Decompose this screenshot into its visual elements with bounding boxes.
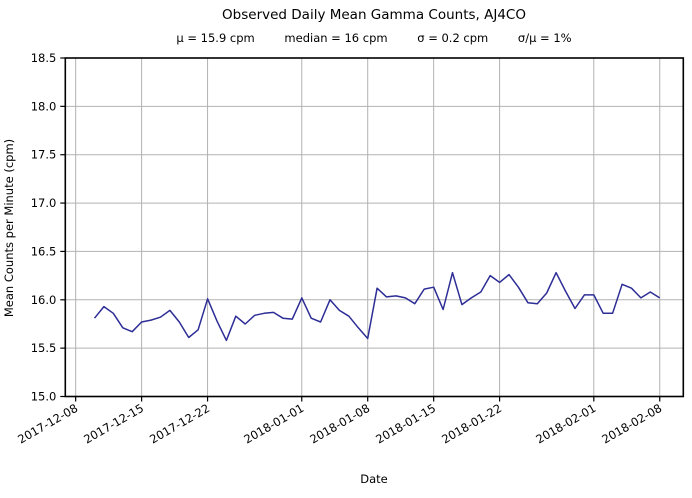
axes-spines: [64, 57, 685, 398]
chart-title: Observed Daily Mean Gamma Counts, AJ4CO: [222, 7, 526, 23]
chart-header: Observed Daily Mean Gamma Counts, AJ4CO …: [65, 6, 683, 45]
x-tick-label: 2018-01-08: [307, 401, 372, 447]
y-tick-label: 15.5: [31, 341, 57, 355]
stat-sigma-over-mu: σ/μ = 1%: [517, 31, 572, 45]
x-tick-label: 2017-12-08: [15, 401, 80, 447]
x-tick-label: 2017-12-15: [81, 401, 146, 447]
grid-layer: [65, 57, 684, 397]
chart-stats-line: μ = 15.9 cpm median = 16 cpm σ = 0.2 cpm…: [65, 31, 683, 45]
x-tick-label: 2018-02-01: [533, 401, 598, 447]
x-tick-label: 2018-01-01: [241, 401, 306, 447]
x-tick-label: 2018-01-22: [439, 401, 504, 447]
plot-border: [64, 57, 685, 398]
y-tick-label: 17.5: [31, 148, 57, 162]
y-tick-label: 17.0: [31, 196, 57, 210]
y-tick-label: 18.0: [31, 99, 57, 113]
y-tick-label: 16.0: [31, 293, 57, 307]
x-axis-label: Date: [360, 472, 388, 486]
stat-median: median = 16 cpm: [284, 31, 388, 45]
y-tick-label: 15.0: [31, 390, 57, 404]
tick-layer: 15.0 15.5 16.0 16.5 17.0 17.5 18.0 18.5 2017-12-…: [15, 51, 664, 447]
x-tick-label: 2018-01-15: [373, 401, 438, 447]
y-tick-label: 16.5: [31, 244, 57, 258]
stat-sigma: σ = 0.2 cpm: [417, 31, 489, 45]
x-tick-label: 2018-02-08: [599, 401, 664, 447]
x-tick-label: 2017-12-22: [147, 401, 212, 447]
stat-mu: μ = 15.9 cpm: [176, 31, 255, 45]
y-axis-label: Mean Counts per Minute (cpm): [2, 138, 16, 318]
gamma-counts-line: [93, 271, 661, 342]
data-layer: [93, 271, 661, 342]
y-tick-label: 18.5: [31, 51, 57, 65]
